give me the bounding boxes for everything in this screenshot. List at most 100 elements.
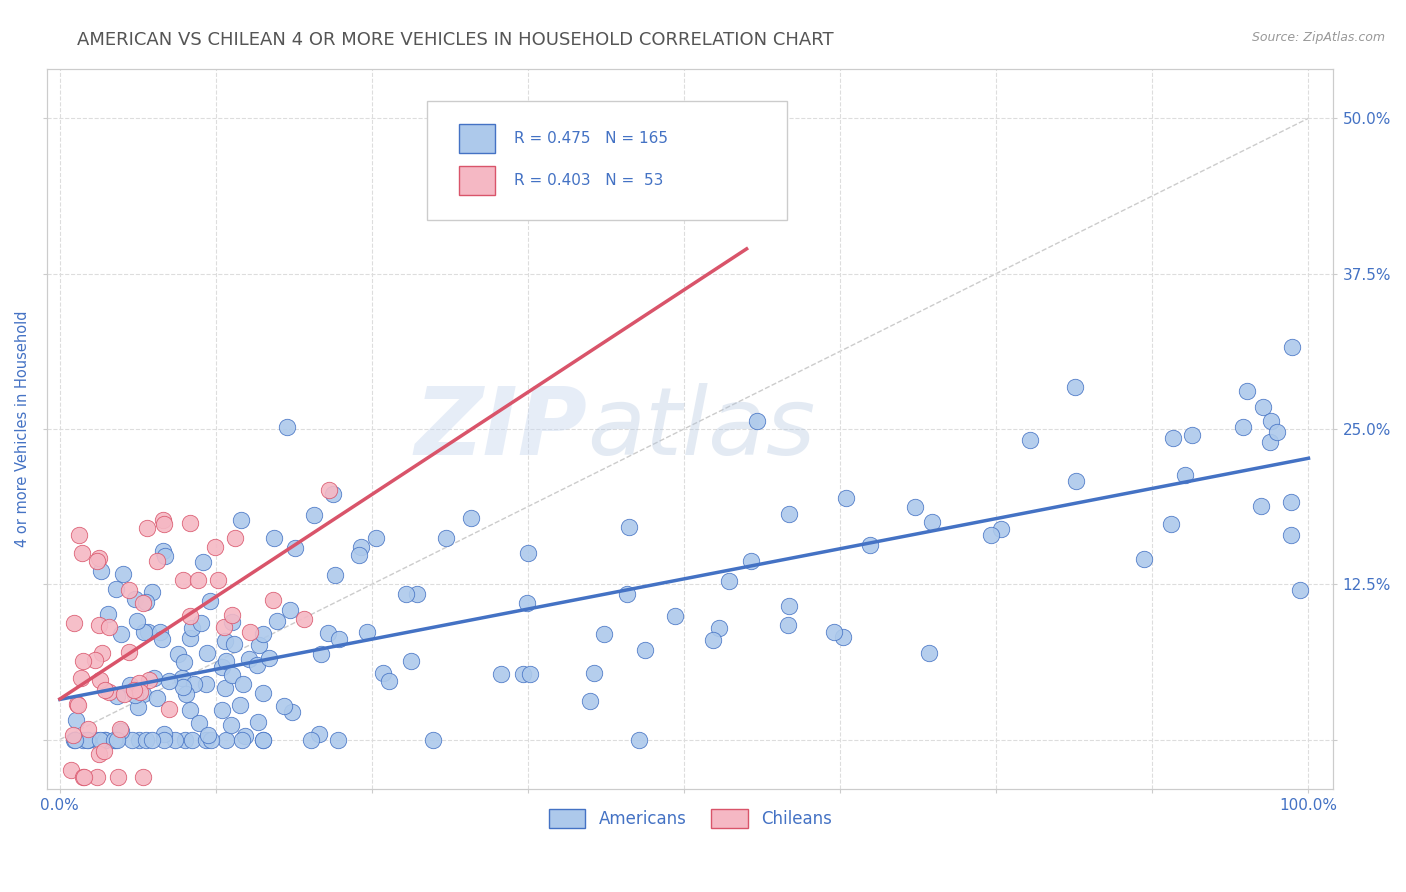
FancyBboxPatch shape xyxy=(458,124,495,153)
Text: atlas: atlas xyxy=(588,384,815,475)
Point xyxy=(1064,474,1087,488)
Point xyxy=(273,698,295,713)
Point xyxy=(70,671,93,685)
Point xyxy=(904,500,927,514)
Point xyxy=(87,550,110,565)
Point xyxy=(1133,552,1156,566)
Point xyxy=(94,732,117,747)
Point xyxy=(211,702,233,716)
Point xyxy=(105,689,128,703)
Point xyxy=(98,685,121,699)
Point xyxy=(212,620,235,634)
Point xyxy=(138,673,160,687)
Point xyxy=(97,620,120,634)
Point xyxy=(1232,419,1254,434)
Point xyxy=(835,491,858,506)
Point xyxy=(214,681,236,695)
Point xyxy=(1236,384,1258,398)
Point xyxy=(1251,400,1274,414)
Point xyxy=(93,743,115,757)
Point xyxy=(917,646,939,660)
Legend: Americans, Chileans: Americans, Chileans xyxy=(541,803,839,835)
Point xyxy=(67,527,90,541)
Point xyxy=(263,531,285,545)
Point xyxy=(141,584,163,599)
Point xyxy=(231,732,253,747)
Point xyxy=(221,667,243,681)
Point xyxy=(157,674,180,689)
Point xyxy=(63,615,86,630)
Point xyxy=(124,592,146,607)
Point xyxy=(247,714,270,729)
Point xyxy=(1279,527,1302,541)
Point xyxy=(127,699,149,714)
Point xyxy=(89,673,111,687)
Point xyxy=(702,632,724,647)
Point xyxy=(395,587,418,601)
Point xyxy=(1180,428,1202,442)
Point xyxy=(262,593,284,607)
Point xyxy=(146,554,169,568)
Point xyxy=(1161,431,1184,445)
Point xyxy=(125,614,148,628)
Point xyxy=(832,630,855,644)
Point xyxy=(132,770,155,784)
Point xyxy=(157,702,180,716)
Point xyxy=(252,685,274,699)
Point xyxy=(108,722,131,736)
Point xyxy=(63,732,86,747)
Point xyxy=(149,625,172,640)
Point xyxy=(129,684,152,698)
Point xyxy=(170,671,193,685)
Point xyxy=(135,595,157,609)
Point xyxy=(378,674,401,689)
Point xyxy=(179,631,201,645)
Point xyxy=(84,653,107,667)
Point xyxy=(128,732,150,747)
Point xyxy=(323,568,346,582)
Point xyxy=(120,678,142,692)
Point xyxy=(152,513,174,527)
Point xyxy=(302,508,325,522)
Point xyxy=(1260,414,1282,428)
Point xyxy=(364,532,387,546)
Text: ZIP: ZIP xyxy=(415,383,588,475)
Point xyxy=(197,728,219,742)
Point xyxy=(278,603,301,617)
Point xyxy=(284,541,307,555)
Point xyxy=(778,507,800,521)
Point xyxy=(107,770,129,784)
Point xyxy=(135,732,157,747)
Text: R = 0.403   N =  53: R = 0.403 N = 53 xyxy=(515,173,664,187)
Point xyxy=(592,626,614,640)
Point xyxy=(67,698,90,712)
Point xyxy=(233,729,256,743)
Point xyxy=(221,615,243,629)
Point xyxy=(322,487,344,501)
Point xyxy=(181,732,204,747)
Point xyxy=(399,654,422,668)
Point xyxy=(215,732,238,747)
Point xyxy=(224,637,246,651)
Point xyxy=(707,621,730,635)
Point xyxy=(745,414,768,428)
Point xyxy=(117,582,139,597)
Point xyxy=(72,770,94,784)
FancyBboxPatch shape xyxy=(427,101,787,219)
Point xyxy=(142,672,165,686)
Point xyxy=(110,626,132,640)
Point xyxy=(308,727,330,741)
Point xyxy=(1160,516,1182,531)
Y-axis label: 4 or more Vehicles in Household: 4 or more Vehicles in Household xyxy=(15,310,30,547)
Point xyxy=(94,732,117,747)
Point xyxy=(152,543,174,558)
Point xyxy=(198,594,221,608)
Point xyxy=(224,531,246,545)
Point xyxy=(63,732,86,747)
Point xyxy=(616,587,638,601)
Point xyxy=(146,691,169,706)
Point xyxy=(823,625,845,640)
Point xyxy=(219,717,242,731)
Point xyxy=(292,612,315,626)
Point xyxy=(740,554,762,568)
